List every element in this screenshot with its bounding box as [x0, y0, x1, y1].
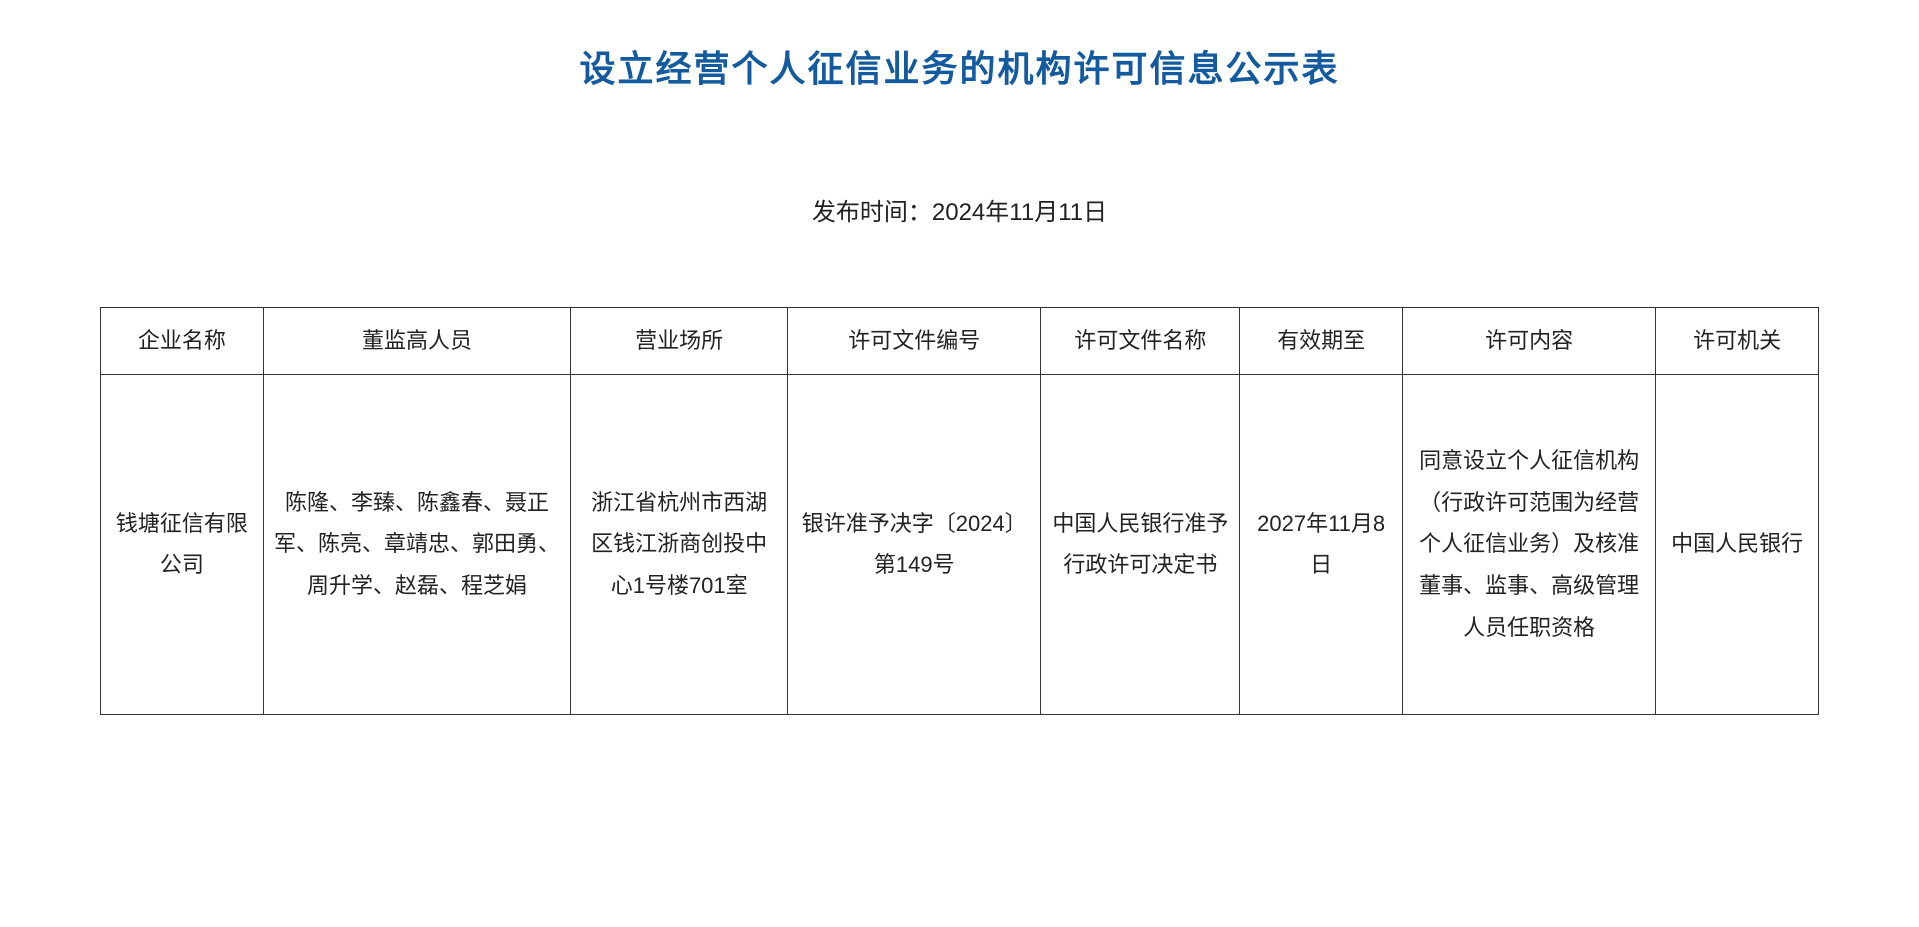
table-header-row: 企业名称 董监高人员 营业场所 许可文件编号 许可文件名称 有效期至 许可内容 … — [101, 308, 1819, 375]
header-doc-name: 许可文件名称 — [1041, 308, 1240, 375]
publish-date: 发布时间：2024年11月11日 — [100, 192, 1819, 227]
cell-doc-name: 中国人民银行准予行政许可决定书 — [1041, 374, 1240, 714]
header-company-name: 企业名称 — [101, 308, 264, 375]
header-personnel: 董监高人员 — [263, 308, 570, 375]
header-validity: 有效期至 — [1240, 308, 1403, 375]
license-info-table: 企业名称 董监高人员 营业场所 许可文件编号 许可文件名称 有效期至 许可内容 … — [100, 307, 1819, 715]
header-address: 营业场所 — [571, 308, 788, 375]
cell-company-name: 钱塘征信有限公司 — [101, 374, 264, 714]
table-row: 钱塘征信有限公司 陈隆、李臻、陈鑫春、聂正军、陈亮、章靖忠、郭田勇、周升学、赵磊… — [101, 374, 1819, 714]
cell-personnel: 陈隆、李臻、陈鑫春、聂正军、陈亮、章靖忠、郭田勇、周升学、赵磊、程芝娟 — [263, 374, 570, 714]
header-content: 许可内容 — [1403, 308, 1656, 375]
cell-authority: 中国人民银行 — [1656, 374, 1819, 714]
cell-content: 同意设立个人征信机构（行政许可范围为经营个人征信业务）及核准董事、监事、高级管理… — [1403, 374, 1656, 714]
header-authority: 许可机关 — [1656, 308, 1819, 375]
cell-validity: 2027年11月8日 — [1240, 374, 1403, 714]
cell-doc-no: 银许准予决字〔2024〕第149号 — [788, 374, 1041, 714]
header-doc-no: 许可文件编号 — [788, 308, 1041, 375]
cell-address: 浙江省杭州市西湖区钱江浙商创投中心1号楼701室 — [571, 374, 788, 714]
document-title: 设立经营个人征信业务的机构许可信息公示表 — [100, 40, 1819, 92]
